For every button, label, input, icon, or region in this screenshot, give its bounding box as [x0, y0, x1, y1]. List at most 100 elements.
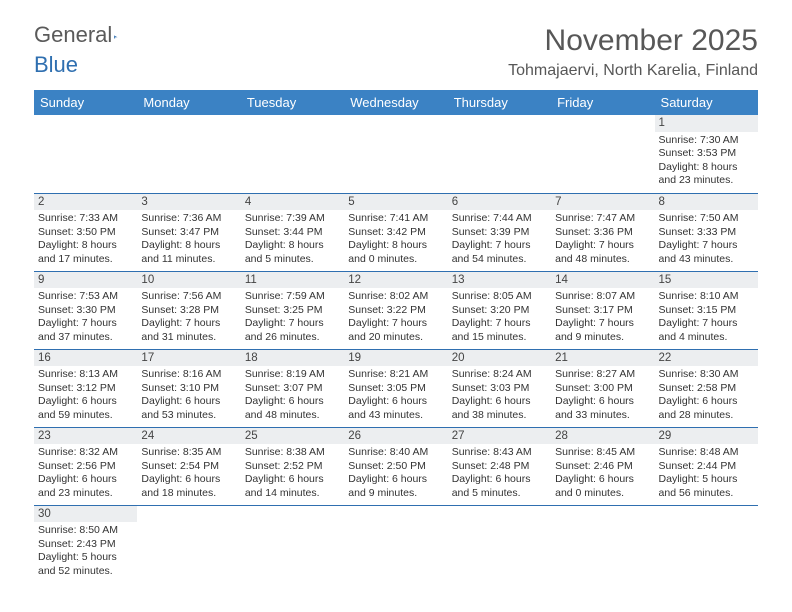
- day-number: 7: [551, 194, 654, 211]
- day-info: Sunrise: 8:13 AMSunset: 3:12 PMDaylight:…: [38, 368, 133, 422]
- day-number: 8: [655, 194, 758, 211]
- day-number: 17: [137, 350, 240, 367]
- day-info: Sunrise: 8:50 AMSunset: 2:43 PMDaylight:…: [38, 524, 133, 578]
- calendar-cell: 25Sunrise: 8:38 AMSunset: 2:52 PMDayligh…: [241, 427, 344, 505]
- calendar-cell: 24Sunrise: 8:35 AMSunset: 2:54 PMDayligh…: [137, 427, 240, 505]
- calendar-cell: [551, 505, 654, 583]
- weekday-header: Tuesday: [241, 90, 344, 115]
- day-info: Sunrise: 7:36 AMSunset: 3:47 PMDaylight:…: [141, 212, 236, 266]
- day-number: 26: [344, 428, 447, 445]
- calendar-cell: 19Sunrise: 8:21 AMSunset: 3:05 PMDayligh…: [344, 349, 447, 427]
- calendar-cell: 14Sunrise: 8:07 AMSunset: 3:17 PMDayligh…: [551, 271, 654, 349]
- day-number: 24: [137, 428, 240, 445]
- calendar-table: Sunday Monday Tuesday Wednesday Thursday…: [34, 90, 758, 583]
- calendar-cell: 2Sunrise: 7:33 AMSunset: 3:50 PMDaylight…: [34, 193, 137, 271]
- location: Tohmajaervi, North Karelia, Finland: [508, 62, 758, 80]
- calendar-cell: [34, 115, 137, 193]
- calendar-cell: 9Sunrise: 7:53 AMSunset: 3:30 PMDaylight…: [34, 271, 137, 349]
- calendar-cell: 23Sunrise: 8:32 AMSunset: 2:56 PMDayligh…: [34, 427, 137, 505]
- calendar-cell: 3Sunrise: 7:36 AMSunset: 3:47 PMDaylight…: [137, 193, 240, 271]
- weekday-header: Thursday: [448, 90, 551, 115]
- day-number: 6: [448, 194, 551, 211]
- day-info: Sunrise: 7:50 AMSunset: 3:33 PMDaylight:…: [659, 212, 754, 266]
- calendar-cell: [241, 115, 344, 193]
- day-info: Sunrise: 8:05 AMSunset: 3:20 PMDaylight:…: [452, 290, 547, 344]
- calendar-cell: 28Sunrise: 8:45 AMSunset: 2:46 PMDayligh…: [551, 427, 654, 505]
- calendar-cell: [241, 505, 344, 583]
- calendar-row: 23Sunrise: 8:32 AMSunset: 2:56 PMDayligh…: [34, 427, 758, 505]
- day-info: Sunrise: 8:16 AMSunset: 3:10 PMDaylight:…: [141, 368, 236, 422]
- calendar-cell: 10Sunrise: 7:56 AMSunset: 3:28 PMDayligh…: [137, 271, 240, 349]
- calendar-cell: 21Sunrise: 8:27 AMSunset: 3:00 PMDayligh…: [551, 349, 654, 427]
- calendar-cell: 13Sunrise: 8:05 AMSunset: 3:20 PMDayligh…: [448, 271, 551, 349]
- day-number: 14: [551, 272, 654, 289]
- calendar-cell: 6Sunrise: 7:44 AMSunset: 3:39 PMDaylight…: [448, 193, 551, 271]
- day-info: Sunrise: 8:10 AMSunset: 3:15 PMDaylight:…: [659, 290, 754, 344]
- calendar-cell: [655, 505, 758, 583]
- month-title: November 2025: [508, 24, 758, 58]
- day-info: Sunrise: 7:30 AMSunset: 3:53 PMDaylight:…: [659, 134, 754, 188]
- day-info: Sunrise: 8:35 AMSunset: 2:54 PMDaylight:…: [141, 446, 236, 500]
- day-number: 4: [241, 194, 344, 211]
- day-info: Sunrise: 8:02 AMSunset: 3:22 PMDaylight:…: [348, 290, 443, 344]
- logo-text-blue: Blue: [34, 52, 78, 78]
- weekday-header: Saturday: [655, 90, 758, 115]
- day-info: Sunrise: 7:39 AMSunset: 3:44 PMDaylight:…: [245, 212, 340, 266]
- calendar-cell: 20Sunrise: 8:24 AMSunset: 3:03 PMDayligh…: [448, 349, 551, 427]
- weekday-header: Wednesday: [344, 90, 447, 115]
- title-block: November 2025 Tohmajaervi, North Karelia…: [508, 24, 758, 86]
- day-info: Sunrise: 8:45 AMSunset: 2:46 PMDaylight:…: [555, 446, 650, 500]
- calendar-cell: 18Sunrise: 8:19 AMSunset: 3:07 PMDayligh…: [241, 349, 344, 427]
- day-number: 16: [34, 350, 137, 367]
- day-info: Sunrise: 8:43 AMSunset: 2:48 PMDaylight:…: [452, 446, 547, 500]
- day-number: 3: [137, 194, 240, 211]
- day-number: 28: [551, 428, 654, 445]
- day-number: 19: [344, 350, 447, 367]
- day-number: 27: [448, 428, 551, 445]
- day-number: 11: [241, 272, 344, 289]
- calendar-cell: [137, 505, 240, 583]
- calendar-row: 2Sunrise: 7:33 AMSunset: 3:50 PMDaylight…: [34, 193, 758, 271]
- day-number: 20: [448, 350, 551, 367]
- calendar-row: 1 Sunrise: 7:30 AMSunset: 3:53 PMDaylight…: [34, 115, 758, 193]
- calendar-row: 16Sunrise: 8:13 AMSunset: 3:12 PMDayligh…: [34, 349, 758, 427]
- day-number: 15: [655, 272, 758, 289]
- day-info: Sunrise: 8:07 AMSunset: 3:17 PMDaylight:…: [555, 290, 650, 344]
- calendar-cell: 7Sunrise: 7:47 AMSunset: 3:36 PMDaylight…: [551, 193, 654, 271]
- day-info: Sunrise: 7:41 AMSunset: 3:42 PMDaylight:…: [348, 212, 443, 266]
- day-number: 9: [34, 272, 137, 289]
- weekday-header: Monday: [137, 90, 240, 115]
- calendar-cell: 5Sunrise: 7:41 AMSunset: 3:42 PMDaylight…: [344, 193, 447, 271]
- calendar-cell: [448, 505, 551, 583]
- calendar-cell: 4Sunrise: 7:39 AMSunset: 3:44 PMDaylight…: [241, 193, 344, 271]
- day-info: Sunrise: 7:53 AMSunset: 3:30 PMDaylight:…: [38, 290, 133, 344]
- weekday-header-row: Sunday Monday Tuesday Wednesday Thursday…: [34, 90, 758, 115]
- day-info: Sunrise: 8:30 AMSunset: 2:58 PMDaylight:…: [659, 368, 754, 422]
- day-info: Sunrise: 7:47 AMSunset: 3:36 PMDaylight:…: [555, 212, 650, 266]
- weekday-header: Friday: [551, 90, 654, 115]
- calendar-cell: 8Sunrise: 7:50 AMSunset: 3:33 PMDaylight…: [655, 193, 758, 271]
- calendar-cell: 22Sunrise: 8:30 AMSunset: 2:58 PMDayligh…: [655, 349, 758, 427]
- calendar-cell: [344, 115, 447, 193]
- calendar-cell: 16Sunrise: 8:13 AMSunset: 3:12 PMDayligh…: [34, 349, 137, 427]
- day-info: Sunrise: 7:33 AMSunset: 3:50 PMDaylight:…: [38, 212, 133, 266]
- day-info: Sunrise: 7:56 AMSunset: 3:28 PMDaylight:…: [141, 290, 236, 344]
- day-number: 12: [344, 272, 447, 289]
- calendar-cell: 1 Sunrise: 7:30 AMSunset: 3:53 PMDaylight…: [655, 115, 758, 193]
- calendar-row: 9Sunrise: 7:53 AMSunset: 3:30 PMDaylight…: [34, 271, 758, 349]
- day-info: Sunrise: 8:38 AMSunset: 2:52 PMDaylight:…: [245, 446, 340, 500]
- day-number: 1: [655, 115, 758, 132]
- calendar-cell: [137, 115, 240, 193]
- calendar-row: 30Sunrise: 8:50 AMSunset: 2:43 PMDayligh…: [34, 505, 758, 583]
- calendar-cell: 27Sunrise: 8:43 AMSunset: 2:48 PMDayligh…: [448, 427, 551, 505]
- day-info: Sunrise: 7:44 AMSunset: 3:39 PMDaylight:…: [452, 212, 547, 266]
- day-number: 30: [34, 506, 137, 523]
- logo: General: [34, 24, 142, 46]
- calendar-cell: 15Sunrise: 8:10 AMSunset: 3:15 PMDayligh…: [655, 271, 758, 349]
- day-info: Sunrise: 8:19 AMSunset: 3:07 PMDaylight:…: [245, 368, 340, 422]
- calendar-cell: 29Sunrise: 8:48 AMSunset: 2:44 PMDayligh…: [655, 427, 758, 505]
- calendar-cell: 12Sunrise: 8:02 AMSunset: 3:22 PMDayligh…: [344, 271, 447, 349]
- day-info: Sunrise: 8:21 AMSunset: 3:05 PMDaylight:…: [348, 368, 443, 422]
- day-number: 29: [655, 428, 758, 445]
- day-info: Sunrise: 8:24 AMSunset: 3:03 PMDaylight:…: [452, 368, 547, 422]
